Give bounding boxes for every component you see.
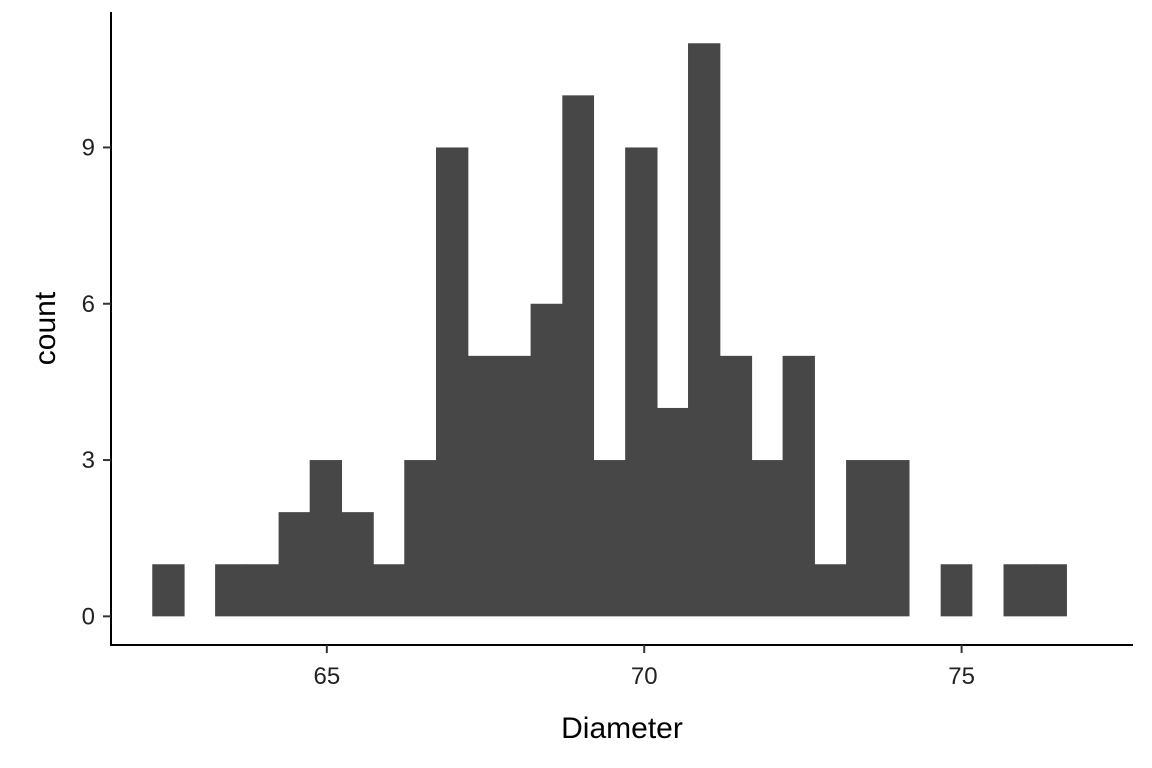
histogram-bar [404,460,437,617]
histogram-bar [1003,564,1036,617]
histogram-bar [877,460,910,617]
histogram-bar [719,355,753,617]
x-ticks-layer: 65 70 75 [313,645,975,690]
histogram-bar [246,564,280,617]
histogram-bar [530,303,563,617]
y-tick-label: 9 [82,134,95,161]
histogram-bar [562,95,595,617]
y-tick-label: 6 [82,291,95,318]
histogram-bar [940,564,973,617]
histogram-bar [688,43,721,617]
x-tick-label: 75 [948,663,975,690]
histogram-bar [625,147,658,617]
histogram-bar [1035,564,1067,617]
y-axis-title: count [29,291,62,365]
axes-layer [110,12,1133,646]
histogram-bar [341,512,374,617]
histogram-bar [436,147,469,617]
y-tick-label: 0 [82,603,95,630]
bars-layer [152,43,1067,617]
histogram-bar [846,460,878,617]
histogram-bar [309,460,343,617]
x-axis-title: Diameter [561,712,683,745]
x-tick-label: 65 [313,663,340,690]
histogram-bar [593,460,626,617]
histogram-bar [152,564,185,617]
histogram-bar [467,355,500,617]
histogram-bar [215,564,248,617]
y-ticks-layer: 0 3 6 9 [82,134,111,630]
y-tick-label: 3 [82,447,95,474]
histogram-bar [373,564,405,617]
histogram-bar [814,564,847,617]
x-tick-label: 70 [631,663,658,690]
histogram-bar [782,355,815,617]
histogram-bar [278,512,311,617]
histogram-bar [751,460,784,617]
histogram-bar [656,407,689,617]
histogram-bar [498,355,532,617]
